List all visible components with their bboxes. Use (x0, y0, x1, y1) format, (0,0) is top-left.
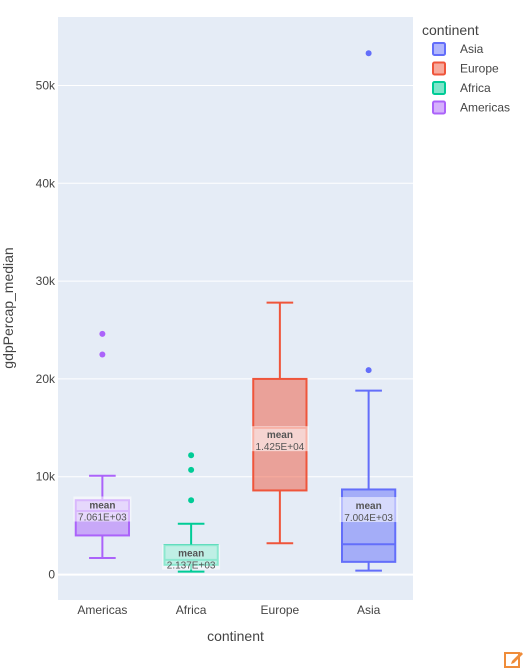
grid-lines (58, 84, 413, 576)
outlier-point (365, 50, 372, 57)
y-tick-label: 30k (36, 274, 56, 288)
mean-annotation-bg (73, 496, 132, 522)
mean-annotation-bg (250, 426, 309, 452)
y-tick-label: 10k (36, 470, 56, 484)
mean-annotation-value: 2.137E+03 (167, 561, 216, 572)
legend-label: Asia (460, 42, 484, 56)
outlier-point (188, 466, 195, 473)
mean-annotations: mean7.004E+03mean1.425E+04mean2.137E+03m… (73, 426, 398, 572)
legend-label: Americas (460, 101, 510, 115)
y-axis-title: gdpPercap_median (0, 247, 16, 368)
legend: continent Asia Europe Africa Americas (422, 22, 510, 115)
y-tick-label: 40k (36, 176, 56, 190)
legend-label: Africa (460, 81, 491, 95)
legend-swatch (432, 81, 446, 95)
y-tick-label: 50k (36, 78, 56, 92)
x-axis-title: continent (207, 628, 264, 644)
outlier-point (188, 452, 195, 459)
x-tick-label: Europe (261, 603, 300, 617)
mean-annotation-title: mean (178, 549, 204, 560)
y-axis-ticks: 0 10k 20k 30k 40k 50k (36, 78, 56, 581)
mean-annotation-value: 1.425E+04 (256, 442, 305, 453)
x-tick-label: Asia (357, 603, 381, 617)
mean-annotation-value: 7.061E+03 (78, 512, 127, 523)
mean-annotation-title: mean (267, 430, 293, 441)
x-tick-label: Americas (77, 603, 127, 617)
mean-annotation-title: mean (356, 501, 382, 512)
outlier-point (188, 497, 195, 504)
x-axis-ticks: Americas Africa Europe Asia (77, 603, 380, 617)
mean-annotation-value: 7.004E+03 (344, 513, 393, 524)
edit-icon[interactable] (503, 648, 525, 670)
outlier-point (99, 351, 106, 358)
legend-item-africa: Africa (432, 81, 491, 95)
outlier-point (99, 330, 106, 337)
legend-title: continent (422, 22, 479, 38)
legend-item-europe: Europe (432, 61, 499, 76)
legend-item-asia: Asia (432, 42, 484, 56)
legend-item-americas: Americas (432, 100, 510, 115)
y-tick-label: 20k (36, 372, 56, 386)
y-tick-label: 0 (48, 568, 55, 582)
mean-annotation-bg (162, 544, 221, 570)
legend-label: Europe (460, 62, 499, 76)
mean-annotation-bg (339, 497, 398, 523)
legend-swatch (432, 100, 446, 115)
legend-swatch (432, 42, 446, 56)
outlier-point (365, 367, 372, 374)
x-tick-label: Africa (176, 603, 207, 617)
legend-swatch (432, 61, 446, 76)
mean-annotation-title: mean (89, 500, 115, 511)
